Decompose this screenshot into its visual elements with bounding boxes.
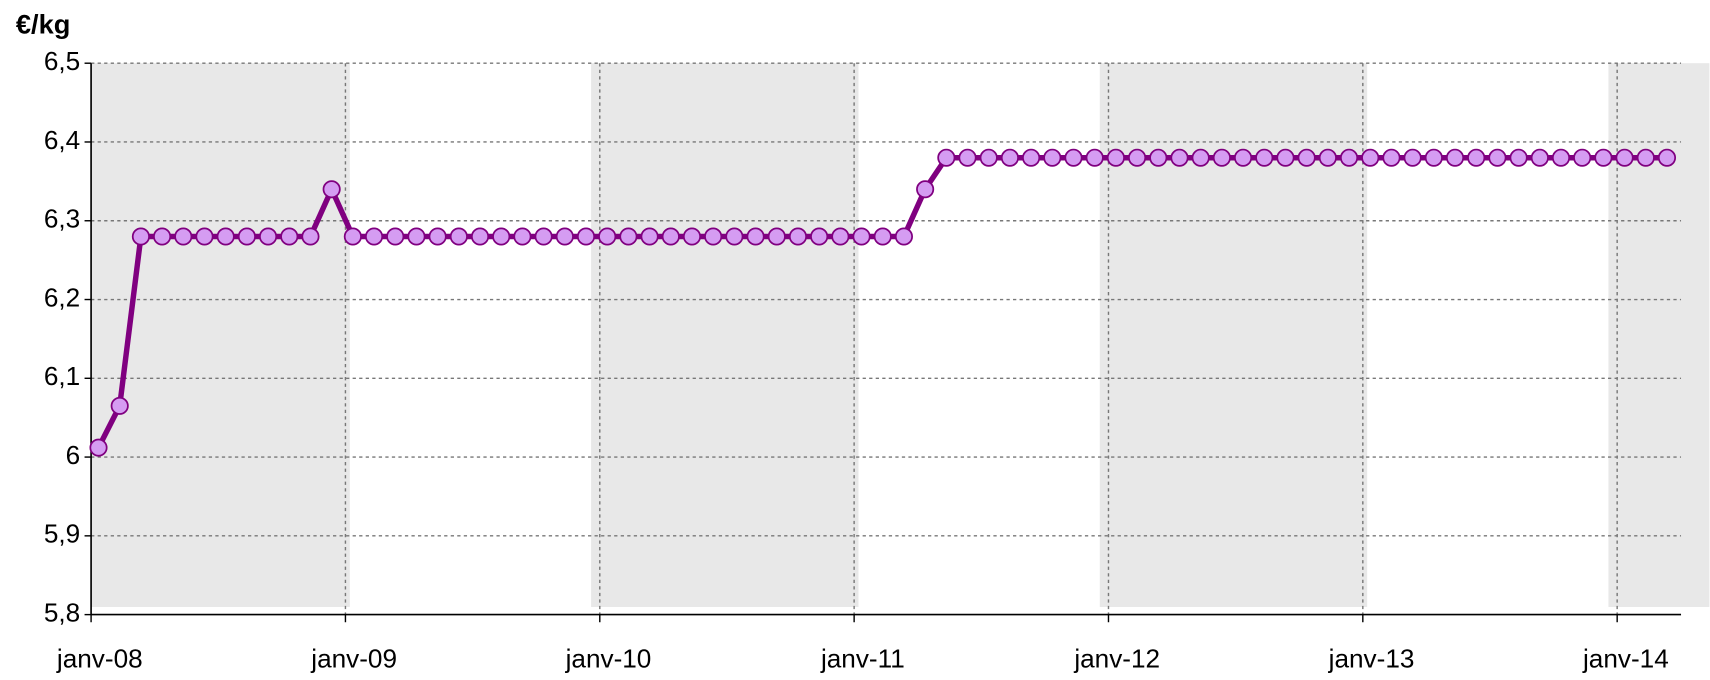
data-point [492, 227, 511, 246]
data-point [1022, 148, 1041, 167]
y-tick-label: 6,4 [44, 125, 80, 155]
data-point [322, 180, 341, 199]
data-point [1043, 148, 1062, 167]
data-point [1467, 148, 1486, 167]
data-point [89, 438, 108, 457]
data-point [280, 227, 299, 246]
data-point [1064, 148, 1083, 167]
data-point [725, 227, 744, 246]
data-point [810, 227, 829, 246]
data-point [1573, 148, 1592, 167]
data-point [513, 227, 532, 246]
data-point [110, 396, 129, 415]
data-point [237, 227, 256, 246]
y-tick-label: 6 [66, 440, 81, 470]
data-point [852, 227, 871, 246]
data-point [259, 227, 278, 246]
data-point [704, 227, 723, 246]
data-point [407, 227, 426, 246]
data-point [1297, 148, 1316, 167]
data-point [1594, 148, 1613, 167]
data-point [1191, 148, 1210, 167]
data-point [1085, 148, 1104, 167]
data-point [1170, 148, 1189, 167]
data-point [640, 227, 659, 246]
data-point [788, 227, 808, 246]
year-band [91, 63, 350, 607]
data-point [1424, 148, 1443, 167]
data-point [1149, 148, 1168, 167]
axis-unit-title: €/kg [16, 8, 71, 39]
data-point [682, 227, 702, 246]
data-point [216, 227, 235, 246]
data-point [1318, 148, 1337, 167]
data-point [449, 227, 468, 246]
y-tick-label: 6,5 [44, 46, 80, 76]
data-point [598, 227, 617, 246]
data-point [1255, 148, 1274, 167]
data-point [746, 227, 765, 246]
data-point [873, 227, 892, 246]
data-point [534, 227, 553, 246]
data-point [958, 148, 977, 167]
data-point [767, 227, 786, 246]
data-point [195, 227, 214, 246]
data-point [1488, 148, 1507, 167]
data-point [301, 227, 320, 246]
data-point [131, 227, 150, 246]
x-tick-label: janv-12 [1073, 643, 1160, 673]
data-point [619, 227, 638, 246]
data-point [1234, 148, 1253, 167]
data-point [1339, 148, 1359, 167]
data-point [1361, 148, 1380, 167]
x-tick-label: janv-10 [565, 643, 652, 673]
x-tick-label: janv-14 [1582, 643, 1669, 673]
data-point [894, 227, 913, 246]
data-point [1128, 148, 1147, 167]
y-tick-label: 5,8 [44, 598, 80, 628]
x-tick-label: janv-13 [1328, 643, 1415, 673]
data-point [555, 227, 574, 246]
y-tick-label: 6,3 [44, 204, 80, 234]
data-point [576, 227, 596, 246]
data-point [1382, 148, 1401, 167]
data-point [661, 227, 680, 246]
x-tick-label: janv-11 [820, 643, 905, 673]
data-point [1530, 148, 1549, 167]
data-point [174, 227, 193, 246]
data-point [343, 227, 362, 246]
year-band [591, 63, 859, 607]
data-point [470, 227, 490, 246]
data-point [1403, 148, 1422, 167]
data-point [1551, 148, 1571, 167]
data-point [1445, 148, 1465, 167]
data-point [1615, 148, 1634, 167]
x-tick-label: janv-08 [56, 643, 143, 673]
data-point [937, 148, 956, 167]
y-tick-label: 5,9 [44, 519, 80, 549]
data-point [1636, 148, 1655, 167]
data-point [1657, 148, 1677, 167]
data-point [831, 227, 850, 246]
data-point [1212, 148, 1231, 167]
data-point [365, 227, 384, 246]
y-tick-label: 6,1 [44, 361, 80, 391]
year-band [1608, 63, 1710, 607]
data-point [386, 227, 405, 246]
x-tick-label: janv-09 [310, 643, 397, 673]
data-point [1000, 148, 1019, 167]
data-point [153, 227, 172, 246]
y-tick-label: 6,2 [44, 282, 80, 312]
data-point [979, 148, 998, 167]
data-point [1509, 148, 1528, 167]
data-point [916, 180, 935, 199]
data-point [1276, 148, 1295, 167]
year-band [1099, 63, 1368, 607]
data-point [1106, 148, 1125, 167]
data-point [428, 227, 447, 246]
